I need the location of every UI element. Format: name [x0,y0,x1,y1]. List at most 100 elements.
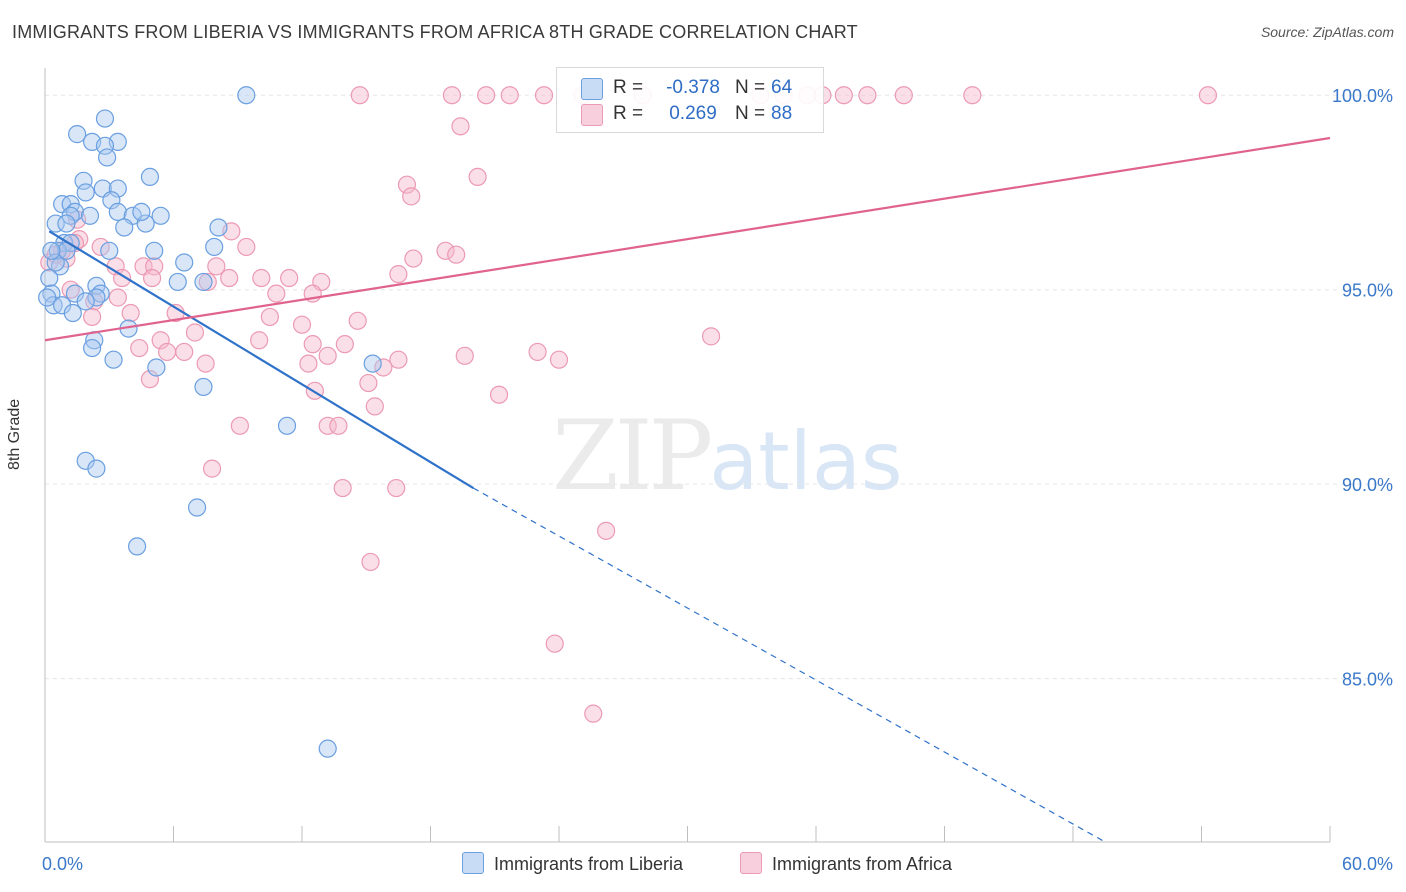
watermark-zip: ZIP [552,400,713,512]
africa-point [220,268,239,288]
africa-point [151,331,170,350]
liberia-point [277,416,297,435]
africa-point [250,331,269,350]
africa-point [230,416,249,435]
africa-point [442,86,462,105]
liberia-point [76,292,95,311]
liberia-point [98,148,117,167]
n-value: 88 [771,103,793,124]
africa-point [389,350,408,369]
liberia-point [76,183,95,202]
africa-point [303,335,322,354]
liberia-swatch [581,78,603,100]
africa-point [108,288,127,307]
liberia-point [175,253,194,272]
liberia-point [151,206,170,225]
africa-point [142,268,162,288]
liberia-point [108,202,127,222]
africa-point [365,397,384,416]
liberia-point [205,237,224,257]
africa-point [140,370,160,389]
liberia-point [83,338,102,358]
liberia-point [140,167,160,187]
liberia-point [187,498,207,517]
liberia-legend-swatch [462,852,484,874]
source-credit: Source: ZipAtlas.com [1260,24,1394,40]
africa-point [455,346,474,365]
liberia-point [136,214,155,233]
chart-title: IMMIGRANTS FROM LIBERIA VS IMMIGRANTS FR… [12,22,858,42]
africa-point [701,327,721,346]
africa-point [198,272,217,292]
africa-point [534,86,554,105]
x-tick-label: 60.0% [1342,854,1393,874]
africa-point [500,86,519,105]
africa-point [402,187,421,206]
liberia-point [209,218,228,237]
africa-point [130,338,149,358]
liberia-trend-extension [473,487,1106,843]
correlation-legend: R = -0.378 N = 64 R = 0.269 N = 88 [556,67,824,133]
liberia-point [38,288,57,307]
africa-point [145,257,164,276]
africa-point [361,552,380,572]
africa-point [335,335,354,354]
africa-point [387,478,406,498]
africa-point [267,284,286,303]
africa-point [468,167,487,187]
liberia-point [147,358,166,377]
africa-point [252,268,271,288]
n-value: 64 [771,77,793,98]
liberia-point [145,241,164,260]
africa-point [374,358,393,377]
series-legend-africa[interactable]: Immigrants from Africa [740,852,952,875]
africa-point [292,315,312,334]
africa-point [318,416,337,435]
africa-legend-swatch [740,852,762,874]
africa-point [185,323,205,342]
liberia-point [363,354,382,373]
africa-point [858,86,877,105]
y-tick-label: 85.0% [1342,670,1393,690]
africa-point [350,86,369,105]
liberia-point [42,241,61,260]
liberia-point [132,202,151,222]
liberia-legend-label: Immigrants from Liberia [494,854,684,874]
africa-point [83,307,102,327]
liberia-point [87,288,106,307]
r-label: R = [613,77,644,98]
watermark-atlas: atlas [709,415,903,508]
africa-point [963,86,982,105]
series-legend-liberia[interactable]: Immigrants from Liberia [462,852,683,875]
africa-point [477,86,496,105]
liberia-point [318,739,337,758]
liberia-point [104,350,123,369]
y-tick-label: 100.0% [1332,86,1393,106]
africa-legend-label: Immigrants from Africa [772,854,953,874]
africa-point [157,342,177,362]
africa-point [121,303,140,323]
africa-point [834,86,853,105]
x-tick-label: 0.0% [42,854,83,874]
liberia-point [46,214,65,233]
liberia-point [237,86,256,105]
liberia-point [95,109,115,128]
africa-point [333,478,352,498]
liberia-point [168,272,187,292]
africa-point [359,373,378,393]
liberia-point [115,218,134,237]
africa-point [549,350,569,369]
y-tick-label: 90.0% [1342,475,1393,495]
africa-point [447,245,466,264]
africa-point [299,354,318,373]
liberia-point [74,171,93,190]
africa-point [91,237,110,257]
africa-swatch [581,104,603,126]
liberia-point [127,537,147,556]
africa-point [528,342,547,362]
liberia-point [100,241,119,260]
africa-point [584,704,603,723]
africa-point [329,416,348,435]
r-value: -0.378 [666,77,720,98]
africa-point [404,249,423,268]
